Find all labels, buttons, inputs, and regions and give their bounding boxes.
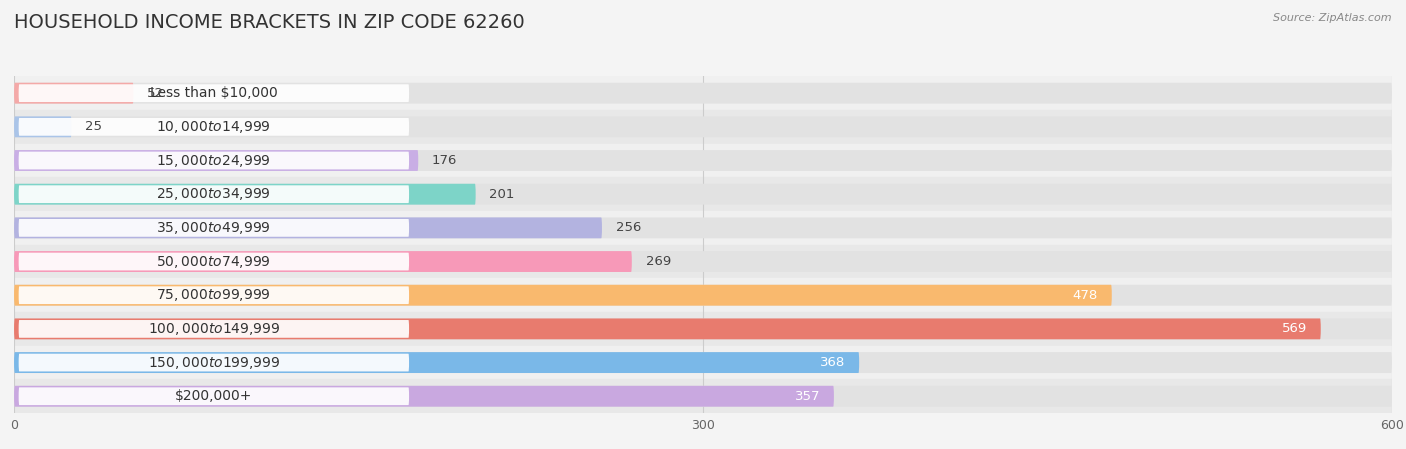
FancyBboxPatch shape <box>14 116 72 137</box>
FancyBboxPatch shape <box>14 285 1392 306</box>
FancyBboxPatch shape <box>18 387 409 405</box>
Text: 269: 269 <box>645 255 671 268</box>
FancyBboxPatch shape <box>14 285 1112 306</box>
FancyBboxPatch shape <box>14 318 1392 339</box>
Bar <box>14 379 1392 413</box>
FancyBboxPatch shape <box>14 386 1392 407</box>
Text: Less than $10,000: Less than $10,000 <box>150 86 278 100</box>
Text: $15,000 to $24,999: $15,000 to $24,999 <box>156 153 271 168</box>
FancyBboxPatch shape <box>14 318 1320 339</box>
Text: 201: 201 <box>489 188 515 201</box>
Text: 25: 25 <box>86 120 103 133</box>
FancyBboxPatch shape <box>14 184 1392 205</box>
FancyBboxPatch shape <box>18 354 409 371</box>
Text: 357: 357 <box>794 390 820 403</box>
Text: $200,000+: $200,000+ <box>176 389 253 403</box>
Text: $75,000 to $99,999: $75,000 to $99,999 <box>156 287 271 303</box>
Text: 569: 569 <box>1282 322 1308 335</box>
FancyBboxPatch shape <box>18 253 409 270</box>
Text: $25,000 to $34,999: $25,000 to $34,999 <box>156 186 271 202</box>
Bar <box>14 211 1392 245</box>
Bar <box>14 312 1392 346</box>
Text: $50,000 to $74,999: $50,000 to $74,999 <box>156 254 271 269</box>
FancyBboxPatch shape <box>14 251 1392 272</box>
FancyBboxPatch shape <box>14 83 1392 104</box>
Text: $100,000 to $149,999: $100,000 to $149,999 <box>148 321 280 337</box>
Text: $150,000 to $199,999: $150,000 to $199,999 <box>148 355 280 370</box>
FancyBboxPatch shape <box>14 217 1392 238</box>
FancyBboxPatch shape <box>18 219 409 237</box>
Bar <box>14 177 1392 211</box>
Text: Source: ZipAtlas.com: Source: ZipAtlas.com <box>1274 13 1392 23</box>
FancyBboxPatch shape <box>14 352 1392 373</box>
FancyBboxPatch shape <box>18 185 409 203</box>
Text: 256: 256 <box>616 221 641 234</box>
FancyBboxPatch shape <box>14 150 418 171</box>
Bar <box>14 144 1392 177</box>
FancyBboxPatch shape <box>14 251 631 272</box>
FancyBboxPatch shape <box>14 217 602 238</box>
Bar <box>14 110 1392 144</box>
FancyBboxPatch shape <box>18 84 409 102</box>
Bar <box>14 245 1392 278</box>
FancyBboxPatch shape <box>14 386 834 407</box>
Text: $35,000 to $49,999: $35,000 to $49,999 <box>156 220 271 236</box>
Text: 52: 52 <box>148 87 165 100</box>
Text: 478: 478 <box>1073 289 1098 302</box>
FancyBboxPatch shape <box>14 352 859 373</box>
FancyBboxPatch shape <box>14 184 475 205</box>
FancyBboxPatch shape <box>18 118 409 136</box>
Bar <box>14 76 1392 110</box>
FancyBboxPatch shape <box>18 286 409 304</box>
Text: HOUSEHOLD INCOME BRACKETS IN ZIP CODE 62260: HOUSEHOLD INCOME BRACKETS IN ZIP CODE 62… <box>14 13 524 32</box>
Bar <box>14 346 1392 379</box>
Bar <box>14 278 1392 312</box>
FancyBboxPatch shape <box>18 152 409 169</box>
FancyBboxPatch shape <box>14 116 1392 137</box>
FancyBboxPatch shape <box>14 83 134 104</box>
Text: 176: 176 <box>432 154 457 167</box>
Text: 368: 368 <box>820 356 845 369</box>
FancyBboxPatch shape <box>18 320 409 338</box>
Text: $10,000 to $14,999: $10,000 to $14,999 <box>156 119 271 135</box>
FancyBboxPatch shape <box>14 150 1392 171</box>
